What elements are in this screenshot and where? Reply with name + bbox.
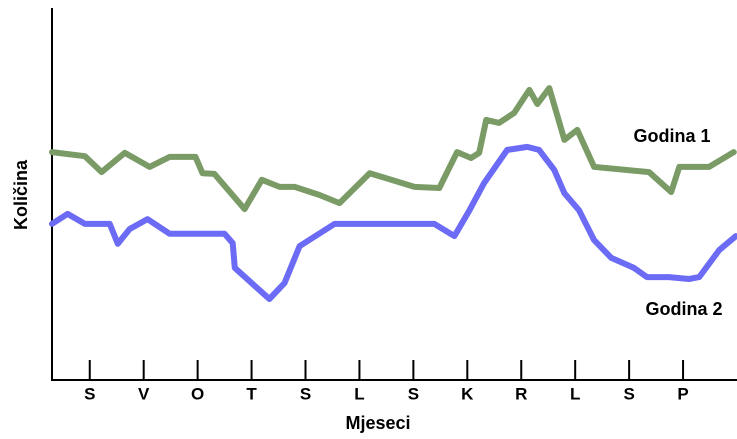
- series-line: [49, 85, 737, 213]
- series-label: Godina 2: [645, 299, 722, 319]
- x-tick-label: T: [246, 384, 257, 403]
- x-tick-label: R: [515, 384, 527, 403]
- x-axis-label: Mjeseci: [345, 413, 410, 433]
- x-tick-label: O: [191, 384, 204, 403]
- x-tick-label: P: [677, 384, 688, 403]
- x-tick-label: V: [138, 384, 150, 403]
- x-tick-label: S: [408, 384, 419, 403]
- x-tick-label: L: [570, 384, 580, 403]
- x-tick-label: K: [461, 384, 474, 403]
- series-line: [49, 143, 737, 302]
- x-tick-label: S: [300, 384, 311, 403]
- x-tick-label: L: [354, 384, 364, 403]
- series-label: Godina 1: [633, 126, 710, 146]
- x-tick-label: S: [84, 384, 95, 403]
- y-axis-label: Količina: [11, 159, 31, 230]
- x-tick-label: S: [623, 384, 634, 403]
